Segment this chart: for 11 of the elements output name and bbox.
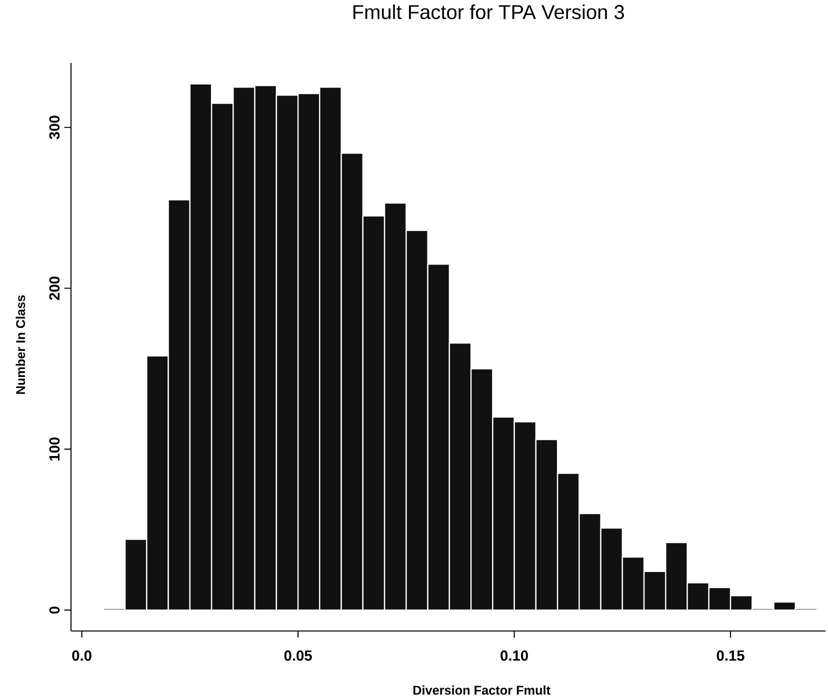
chart-title: Fmult Factor for TPA Version 3	[353, 4, 624, 20]
x-axis-title: Diversion Factor Fmult	[413, 685, 550, 695]
x-tick-label: 0.10	[500, 650, 528, 661]
y-tick-label: 200	[49, 276, 60, 300]
y-tick-label: 0	[49, 606, 60, 614]
y-tick-label: 300	[49, 116, 60, 140]
y-axis-title: Number In Class	[16, 295, 26, 394]
x-tick-label: 0.05	[284, 650, 312, 661]
x-tick-label: 0.15	[716, 650, 744, 661]
y-tick-label: 100	[49, 438, 60, 460]
x-tick-label: 0.0	[72, 650, 92, 661]
